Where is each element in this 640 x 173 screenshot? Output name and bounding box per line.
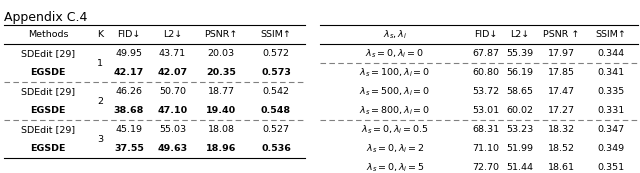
Text: 18.96: 18.96 (206, 144, 236, 153)
Text: 0.335: 0.335 (597, 87, 625, 96)
Text: PSNR↑: PSNR↑ (204, 30, 237, 39)
Text: 0.527: 0.527 (262, 125, 289, 134)
Text: 17.97: 17.97 (547, 49, 575, 58)
Text: 37.55: 37.55 (114, 144, 144, 153)
Text: FID↓: FID↓ (474, 30, 498, 39)
Text: $\lambda_s = 100, \lambda_i = 0$: $\lambda_s = 100, \lambda_i = 0$ (360, 66, 431, 79)
Text: 55.03: 55.03 (159, 125, 186, 134)
Text: 50.70: 50.70 (159, 87, 186, 96)
Text: Appendix C.4: Appendix C.4 (4, 11, 88, 24)
Text: 0.347: 0.347 (597, 125, 625, 134)
Text: K: K (97, 30, 103, 39)
Text: 0.536: 0.536 (261, 144, 291, 153)
Text: L2↓: L2↓ (163, 30, 182, 39)
Text: 60.80: 60.80 (472, 68, 499, 77)
Text: 68.31: 68.31 (472, 125, 500, 134)
Text: $\lambda_s = 0, \lambda_i = 2$: $\lambda_s = 0, \lambda_i = 2$ (365, 142, 424, 155)
Text: 0.349: 0.349 (597, 144, 625, 153)
Text: 18.52: 18.52 (547, 144, 575, 153)
Text: 17.47: 17.47 (547, 87, 575, 96)
Text: 20.35: 20.35 (206, 68, 236, 77)
Text: 0.351: 0.351 (597, 163, 625, 172)
Text: SDEdit [29]: SDEdit [29] (21, 125, 75, 134)
Text: EGSDE: EGSDE (30, 68, 66, 77)
Text: $\lambda_s, \lambda_i$: $\lambda_s, \lambda_i$ (383, 28, 407, 41)
Text: 0.542: 0.542 (262, 87, 289, 96)
Text: 18.32: 18.32 (547, 125, 575, 134)
Text: 53.23: 53.23 (506, 125, 534, 134)
Text: 49.63: 49.63 (157, 144, 188, 153)
Text: 20.03: 20.03 (207, 49, 235, 58)
Text: 2: 2 (97, 97, 103, 106)
Text: 51.99: 51.99 (506, 144, 534, 153)
Text: 17.27: 17.27 (547, 106, 575, 115)
Text: 51.44: 51.44 (506, 163, 534, 172)
Text: SSIM↑: SSIM↑ (260, 30, 291, 39)
Text: FID↓: FID↓ (117, 30, 141, 39)
Text: L2↓: L2↓ (510, 30, 530, 39)
Text: $\lambda_s = 800, \lambda_i = 0$: $\lambda_s = 800, \lambda_i = 0$ (360, 104, 431, 117)
Text: 42.07: 42.07 (157, 68, 188, 77)
Text: 42.17: 42.17 (114, 68, 144, 77)
Text: Methods: Methods (28, 30, 68, 39)
Text: 58.65: 58.65 (506, 87, 534, 96)
Text: PSNR ↑: PSNR ↑ (543, 30, 579, 39)
Text: 0.573: 0.573 (261, 68, 291, 77)
Text: 45.19: 45.19 (115, 125, 143, 134)
Text: 0.341: 0.341 (597, 68, 625, 77)
Text: 17.85: 17.85 (547, 68, 575, 77)
Text: $\lambda_s = 0, \lambda_i = 5$: $\lambda_s = 0, \lambda_i = 5$ (365, 161, 424, 173)
Text: 0.344: 0.344 (597, 49, 625, 58)
Text: 53.01: 53.01 (472, 106, 500, 115)
Text: 0.572: 0.572 (262, 49, 289, 58)
Text: 67.87: 67.87 (472, 49, 499, 58)
Text: 18.77: 18.77 (207, 87, 234, 96)
Text: 38.68: 38.68 (114, 106, 144, 115)
Text: 1: 1 (97, 58, 103, 67)
Text: 43.71: 43.71 (159, 49, 186, 58)
Text: 18.61: 18.61 (547, 163, 575, 172)
Text: 60.02: 60.02 (506, 106, 534, 115)
Text: EGSDE: EGSDE (30, 106, 66, 115)
Text: 56.19: 56.19 (506, 68, 534, 77)
Text: EGSDE: EGSDE (30, 144, 66, 153)
Text: 55.39: 55.39 (506, 49, 534, 58)
Text: 19.40: 19.40 (206, 106, 236, 115)
Text: SSIM↑: SSIM↑ (596, 30, 627, 39)
Text: $\lambda_s = 500, \lambda_i = 0$: $\lambda_s = 500, \lambda_i = 0$ (360, 85, 431, 98)
Text: 46.26: 46.26 (115, 87, 143, 96)
Text: 18.08: 18.08 (207, 125, 234, 134)
Text: 71.10: 71.10 (472, 144, 499, 153)
Text: SDEdit [29]: SDEdit [29] (21, 87, 75, 96)
Text: 49.95: 49.95 (115, 49, 143, 58)
Text: 53.72: 53.72 (472, 87, 500, 96)
Text: 72.70: 72.70 (472, 163, 499, 172)
Text: 0.548: 0.548 (261, 106, 291, 115)
Text: 0.331: 0.331 (597, 106, 625, 115)
Text: SDEdit [29]: SDEdit [29] (21, 49, 75, 58)
Text: 47.10: 47.10 (157, 106, 188, 115)
Text: 3: 3 (97, 134, 103, 143)
Text: $\lambda_s = 0, \lambda_i = 0$: $\lambda_s = 0, \lambda_i = 0$ (365, 47, 424, 60)
Text: $\lambda_s = 0, \lambda_i = 0.5$: $\lambda_s = 0, \lambda_i = 0.5$ (361, 123, 429, 136)
